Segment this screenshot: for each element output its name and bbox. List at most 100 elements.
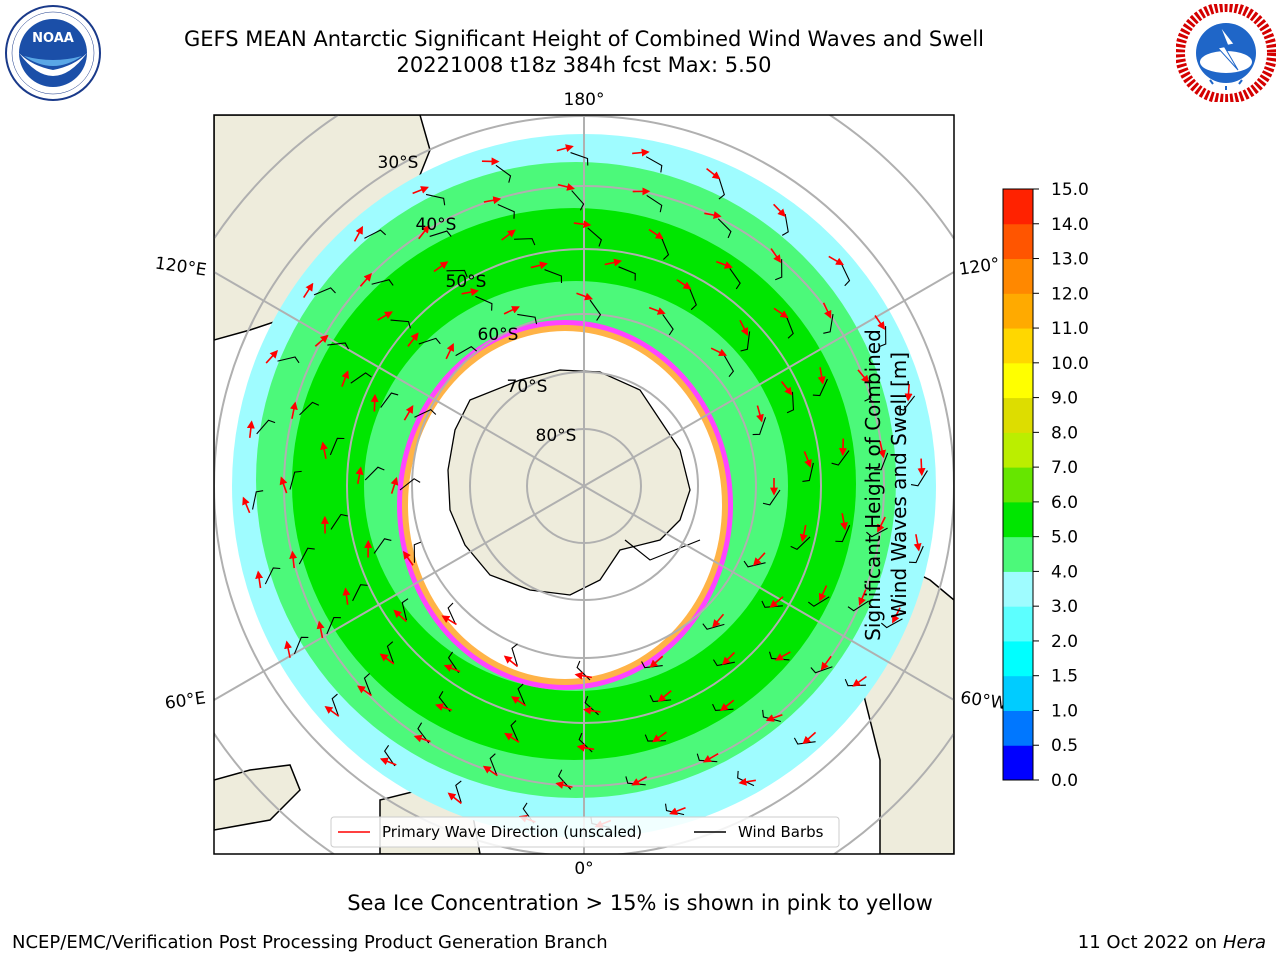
wave-arrow bbox=[913, 534, 922, 552]
colorbar-segment bbox=[1003, 223, 1033, 260]
wind-barb bbox=[363, 673, 372, 696]
wind-barb bbox=[364, 229, 387, 239]
wind-barb bbox=[277, 356, 300, 364]
wave-arrow bbox=[803, 451, 812, 468]
colorbar-tick-label: 12.0 bbox=[1051, 284, 1089, 304]
colorbar-segment bbox=[1003, 258, 1033, 294]
wind-barb bbox=[401, 598, 409, 621]
wind-barb bbox=[329, 437, 345, 456]
wave-arrow bbox=[904, 383, 913, 402]
wave-arrow bbox=[461, 288, 479, 296]
wind-barb bbox=[293, 636, 309, 655]
wave-arrow bbox=[353, 225, 363, 242]
wind-barb bbox=[571, 190, 585, 211]
wind-barb bbox=[786, 391, 795, 414]
wave-arrow bbox=[407, 332, 419, 347]
wave-arrow bbox=[242, 496, 251, 514]
wind-barb bbox=[417, 722, 430, 744]
wave-arrow bbox=[557, 183, 575, 191]
wind-barb bbox=[740, 331, 751, 352]
wind-barb bbox=[425, 193, 446, 206]
wave-arrow bbox=[818, 585, 828, 602]
wind-barb bbox=[373, 538, 392, 554]
wave-arrow bbox=[710, 347, 728, 356]
wind-barb bbox=[371, 279, 394, 286]
colorbar-segment bbox=[1003, 397, 1033, 433]
wind-barb bbox=[835, 524, 851, 543]
wind-barb bbox=[511, 643, 518, 666]
title-line-2: 20221008 t18z 384h fcst Max: 5.50 bbox=[396, 53, 772, 77]
lon-label-0: 0° bbox=[574, 859, 593, 879]
wave-arrow bbox=[838, 438, 847, 457]
wind-barb bbox=[413, 541, 422, 563]
wave-arrow bbox=[530, 261, 548, 270]
wave-arrow bbox=[447, 792, 462, 805]
wind-barb bbox=[447, 602, 457, 625]
wave-arrow bbox=[576, 743, 595, 752]
wind-barb bbox=[874, 452, 889, 471]
colorbar-segment bbox=[1003, 501, 1033, 538]
wind-barb bbox=[313, 287, 336, 296]
wave-arrow bbox=[379, 757, 397, 766]
wind-barb bbox=[589, 299, 602, 321]
wave-arrow bbox=[359, 273, 372, 287]
wave-arrow bbox=[377, 311, 393, 321]
wind-barb bbox=[350, 372, 372, 384]
lat-label-60s: 60°S bbox=[478, 325, 519, 345]
colorbar-segment bbox=[1003, 745, 1033, 781]
wave-arrow bbox=[604, 258, 622, 267]
colorbar-tick-label: 15.0 bbox=[1051, 180, 1089, 200]
wave-arrow bbox=[676, 279, 692, 290]
footer-credit: NCEP/EMC/Verification Post Processing Pr… bbox=[12, 932, 608, 953]
wave-arrow bbox=[839, 513, 848, 531]
wave-arrow bbox=[573, 220, 592, 229]
colorbar-tick-label: 0.0 bbox=[1051, 771, 1078, 791]
wind-barb bbox=[864, 379, 872, 402]
wind-barb bbox=[455, 780, 462, 803]
wind-barb bbox=[475, 295, 493, 311]
wave-arrow bbox=[483, 196, 502, 205]
wave-arrow bbox=[370, 393, 379, 412]
wind-barb bbox=[298, 547, 315, 565]
wind-barb bbox=[587, 227, 603, 247]
chart-title: GEFS MEAN Antarctic Significant Height o… bbox=[0, 26, 1168, 78]
wave-arrow bbox=[320, 441, 328, 459]
wind-barb bbox=[661, 237, 670, 260]
map-body bbox=[214, 115, 954, 854]
wave-arrow bbox=[316, 620, 325, 639]
wave-arrow bbox=[445, 343, 454, 360]
colorbar-segment bbox=[1003, 571, 1033, 607]
wave-direction-arrows bbox=[242, 144, 926, 828]
wave-arrow bbox=[820, 655, 832, 671]
wind-barb bbox=[786, 316, 794, 339]
wind-barb bbox=[264, 567, 281, 585]
wave-arrow bbox=[501, 229, 516, 241]
wave-arrow bbox=[284, 640, 293, 658]
wave-arrow bbox=[874, 315, 886, 330]
wave-arrow bbox=[780, 381, 793, 396]
wave-arrow bbox=[716, 260, 733, 269]
lon-label-60e: 60°E bbox=[164, 688, 207, 713]
wave-arrow bbox=[246, 420, 255, 438]
wave-arrow bbox=[576, 292, 594, 301]
wave-arrow bbox=[817, 367, 826, 385]
colorbar-label-line1: Significant Height of Combined bbox=[861, 329, 885, 641]
wave-arrow bbox=[917, 458, 926, 477]
wave-arrow bbox=[773, 307, 789, 319]
wave-arrow bbox=[418, 224, 430, 240]
wind-barb bbox=[364, 466, 385, 481]
wave-arrow bbox=[355, 466, 364, 484]
nws-logo bbox=[1176, 4, 1276, 102]
lon-label-120w: 120° bbox=[958, 254, 1001, 280]
wind-barb bbox=[510, 720, 519, 743]
wave-arrow bbox=[412, 186, 429, 195]
wind-barb bbox=[446, 269, 468, 278]
wave-arrow bbox=[773, 203, 786, 217]
wave-arrow bbox=[504, 732, 520, 743]
colorbar-segment bbox=[1003, 536, 1033, 572]
wind-barb bbox=[570, 152, 589, 166]
wind-barb bbox=[495, 164, 512, 183]
wind-barb bbox=[380, 392, 399, 408]
wind-barb bbox=[752, 417, 767, 436]
